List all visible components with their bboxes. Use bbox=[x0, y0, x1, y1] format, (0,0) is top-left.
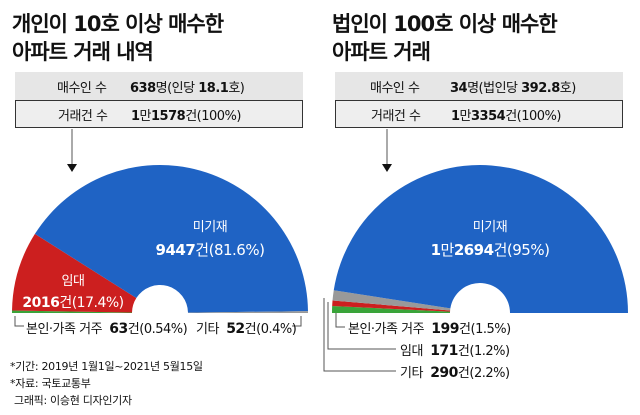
right-label-other: 기타 290건(2.2%) bbox=[400, 365, 510, 381]
left-label-rental: 임대 2016건(17.4%) bbox=[22, 274, 124, 311]
right-leader-self bbox=[335, 313, 345, 328]
left-label-unrecorded: 미기재 9447건(81.6%) bbox=[155, 220, 265, 259]
right-summary-box: 매수인 수 34명(법인당 392.8호) 거래건 수 1만3354건(100%… bbox=[335, 72, 623, 128]
left-leader-self bbox=[14, 316, 24, 327]
left-buyers-row: 매수인 수 638명(인당 18.1호) bbox=[15, 72, 303, 100]
buyers-value: 34명(법인당 392.8호) bbox=[450, 80, 576, 96]
right-slice-2 bbox=[332, 290, 451, 311]
trades-value: 1만1578건(100%) bbox=[131, 108, 241, 124]
left-label-self: 본인·가족 거주 63건(0.54%) bbox=[26, 321, 188, 337]
trades-value: 1만3354건(100%) bbox=[451, 108, 561, 124]
right-title: 법인이 100호 이상 매수한 아파트 거래 bbox=[332, 10, 558, 66]
right-arrow-head-icon bbox=[382, 164, 392, 172]
trades-label: 거래건 수 bbox=[371, 108, 421, 124]
right-slice-1 bbox=[332, 300, 451, 312]
right-trades-row: 거래건 수 1만3354건(100%) bbox=[335, 100, 623, 128]
right-leader-rental bbox=[327, 302, 396, 350]
buyers-value: 638명(인당 18.1호) bbox=[130, 80, 245, 96]
right-leader-other bbox=[323, 298, 396, 372]
footnote-graphic: 그래픽: 이승현 디자인기자 bbox=[14, 394, 132, 407]
left-slice-0 bbox=[12, 310, 133, 313]
left-title-line1: 개인이 10호 이상 매수한 bbox=[12, 12, 224, 36]
left-leader-other bbox=[292, 316, 302, 327]
right-buyers-row: 매수인 수 34명(법인당 392.8호) bbox=[335, 72, 623, 100]
left-arrow-head-icon bbox=[67, 164, 77, 172]
left-slice-2 bbox=[34, 164, 308, 313]
right-title-line1: 법인이 100호 이상 매수한 bbox=[332, 12, 558, 36]
left-slice-1 bbox=[12, 233, 137, 313]
left-title-line2: 아파트 거래 내역 bbox=[12, 40, 154, 64]
left-slice-3 bbox=[187, 311, 308, 313]
right-label-rental: 임대 171건(1.2%) bbox=[400, 343, 510, 359]
left-label-other: 기타 52건(0.4%) bbox=[196, 321, 297, 337]
left-title: 개인이 10호 이상 매수한 아파트 거래 내역 bbox=[12, 10, 224, 66]
left-summary-box: 매수인 수 638명(인당 18.1호) 거래건 수 1만1578건(100%) bbox=[15, 72, 303, 128]
buyers-label: 매수인 수 bbox=[370, 80, 420, 96]
trades-label: 거래건 수 bbox=[58, 108, 108, 124]
buyers-label: 매수인 수 bbox=[57, 80, 107, 96]
footnote-period: *기간: 2019년 1월1일~2021년 5월15일 bbox=[10, 360, 203, 373]
right-label-self: 본인·가족 거주 199건(1.5%) bbox=[348, 321, 511, 337]
footnote-source: *자료: 국토교통부 bbox=[10, 377, 91, 390]
right-label-unrecorded: 미기재 1만2694건(95%) bbox=[430, 220, 550, 259]
right-slice-0 bbox=[332, 306, 451, 313]
left-trades-row: 거래건 수 1만1578건(100%) bbox=[15, 100, 303, 128]
right-title-line2: 아파트 거래 bbox=[332, 40, 431, 64]
right-slice-3 bbox=[333, 164, 628, 313]
